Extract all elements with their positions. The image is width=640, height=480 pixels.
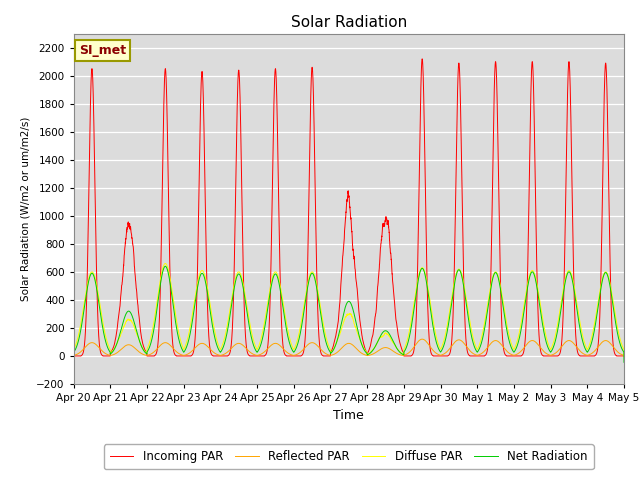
Reflected PAR — [504, 349, 511, 355]
Diffuse PAR — [169, 291, 177, 297]
Incoming PAR — [169, 338, 177, 344]
Incoming PAR — [620, 353, 628, 359]
Incoming PAR — [419, 56, 426, 62]
Reflected PAR — [620, 353, 628, 359]
Diffuse PAR — [328, 348, 336, 354]
Reflected PAR — [328, 352, 336, 358]
Net Radiation — [442, 336, 449, 342]
Line: Reflected PAR: Reflected PAR — [74, 339, 624, 356]
Net Radiation — [70, 349, 77, 355]
Diffuse PAR — [620, 353, 628, 359]
X-axis label: Time: Time — [333, 408, 364, 421]
Diffuse PAR — [442, 330, 449, 336]
Reflected PAR — [419, 336, 426, 342]
Reflected PAR — [70, 352, 77, 358]
Net Radiation — [504, 330, 511, 336]
Line: Net Radiation: Net Radiation — [74, 266, 624, 362]
Reflected PAR — [472, 352, 480, 358]
Net Radiation — [169, 298, 177, 304]
Diffuse PAR — [70, 347, 77, 352]
Net Radiation — [161, 264, 169, 269]
Title: Solar Radiation: Solar Radiation — [291, 15, 407, 30]
Net Radiation — [620, 360, 628, 365]
Incoming PAR — [620, 353, 627, 359]
Diffuse PAR — [504, 324, 511, 330]
Incoming PAR — [472, 353, 480, 359]
Legend: Incoming PAR, Reflected PAR, Diffuse PAR, Net Radiation: Incoming PAR, Reflected PAR, Diffuse PAR… — [104, 444, 594, 469]
Line: Incoming PAR: Incoming PAR — [74, 59, 624, 356]
Net Radiation — [620, 348, 627, 354]
Reflected PAR — [169, 345, 177, 350]
Diffuse PAR — [620, 346, 627, 351]
Y-axis label: Solar Radiation (W/m2 or um/m2/s): Solar Radiation (W/m2 or um/m2/s) — [20, 117, 31, 301]
Incoming PAR — [504, 353, 511, 359]
Incoming PAR — [70, 353, 77, 359]
Incoming PAR — [328, 347, 336, 352]
Reflected PAR — [442, 350, 449, 356]
Diffuse PAR — [472, 344, 480, 350]
Line: Diffuse PAR: Diffuse PAR — [74, 264, 624, 356]
Net Radiation — [472, 348, 480, 353]
Reflected PAR — [620, 352, 627, 358]
Diffuse PAR — [161, 261, 169, 266]
Text: SI_met: SI_met — [79, 44, 126, 57]
Net Radiation — [328, 349, 336, 355]
Incoming PAR — [442, 353, 449, 359]
